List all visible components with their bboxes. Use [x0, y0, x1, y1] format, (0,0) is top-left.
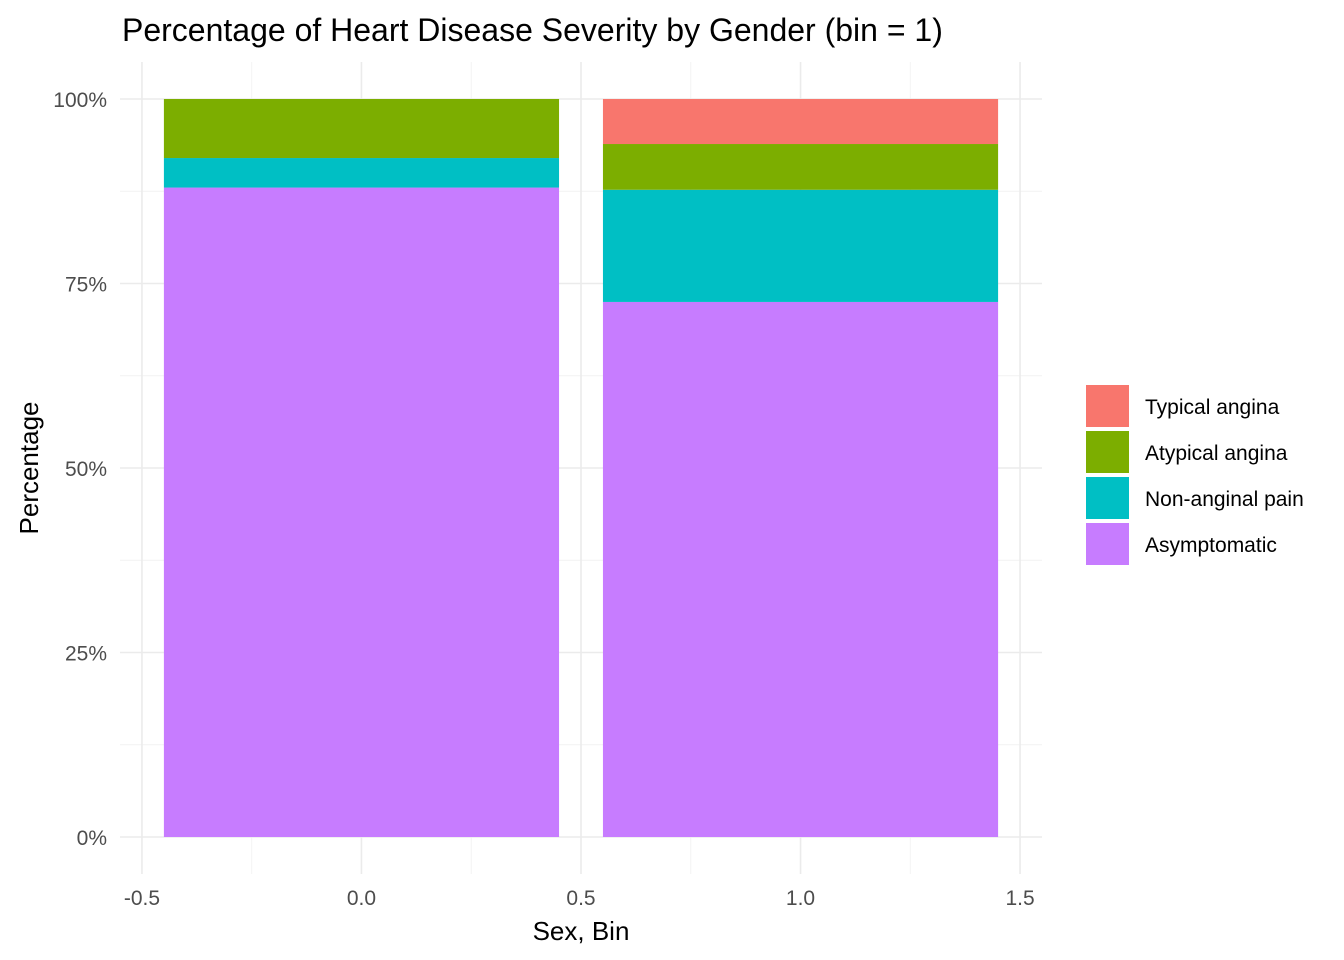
legend-label: Typical angina	[1145, 396, 1280, 419]
bars	[163, 99, 999, 837]
x-tick-label: 0.0	[347, 887, 376, 910]
y-tick-label: 50%	[65, 458, 107, 481]
legend-key	[1086, 477, 1129, 519]
legend: Typical angina Atypical angina Non-anginal…	[1086, 385, 1304, 565]
x-tick-label: 1.0	[786, 887, 815, 910]
bar-segment	[163, 187, 560, 837]
bar-segment	[602, 144, 999, 190]
x-tick-label: -0.5	[124, 887, 160, 910]
legend-label: Non-anginal pain	[1145, 488, 1304, 511]
y-axis-ticks: 0% 25% 50% 75% 100%	[53, 89, 107, 850]
x-tick-label: 0.5	[566, 887, 595, 910]
x-tick-label: 1.5	[1005, 887, 1034, 910]
bar-segment	[602, 99, 999, 145]
y-axis-title: Percentage	[14, 402, 44, 535]
bar-segment	[163, 99, 560, 159]
legend-label: Atypical angina	[1145, 442, 1288, 465]
x-axis-ticks: -0.5 0.0 0.5 1.0 1.5	[124, 887, 1035, 910]
x-axis-title: Sex, Bin	[533, 916, 630, 946]
legend-key	[1086, 523, 1129, 565]
bar-segment	[163, 158, 560, 188]
y-tick-label: 100%	[53, 89, 107, 112]
y-tick-label: 0%	[77, 827, 107, 850]
legend-key	[1086, 385, 1129, 427]
chart-title: Percentage of Heart Disease Severity by …	[122, 12, 943, 48]
y-tick-label: 25%	[65, 643, 107, 666]
bar-segment	[602, 301, 999, 837]
legend-label: Asymptomatic	[1145, 534, 1277, 557]
bar-segment	[602, 189, 999, 302]
legend-key	[1086, 431, 1129, 473]
y-tick-label: 75%	[65, 274, 107, 297]
